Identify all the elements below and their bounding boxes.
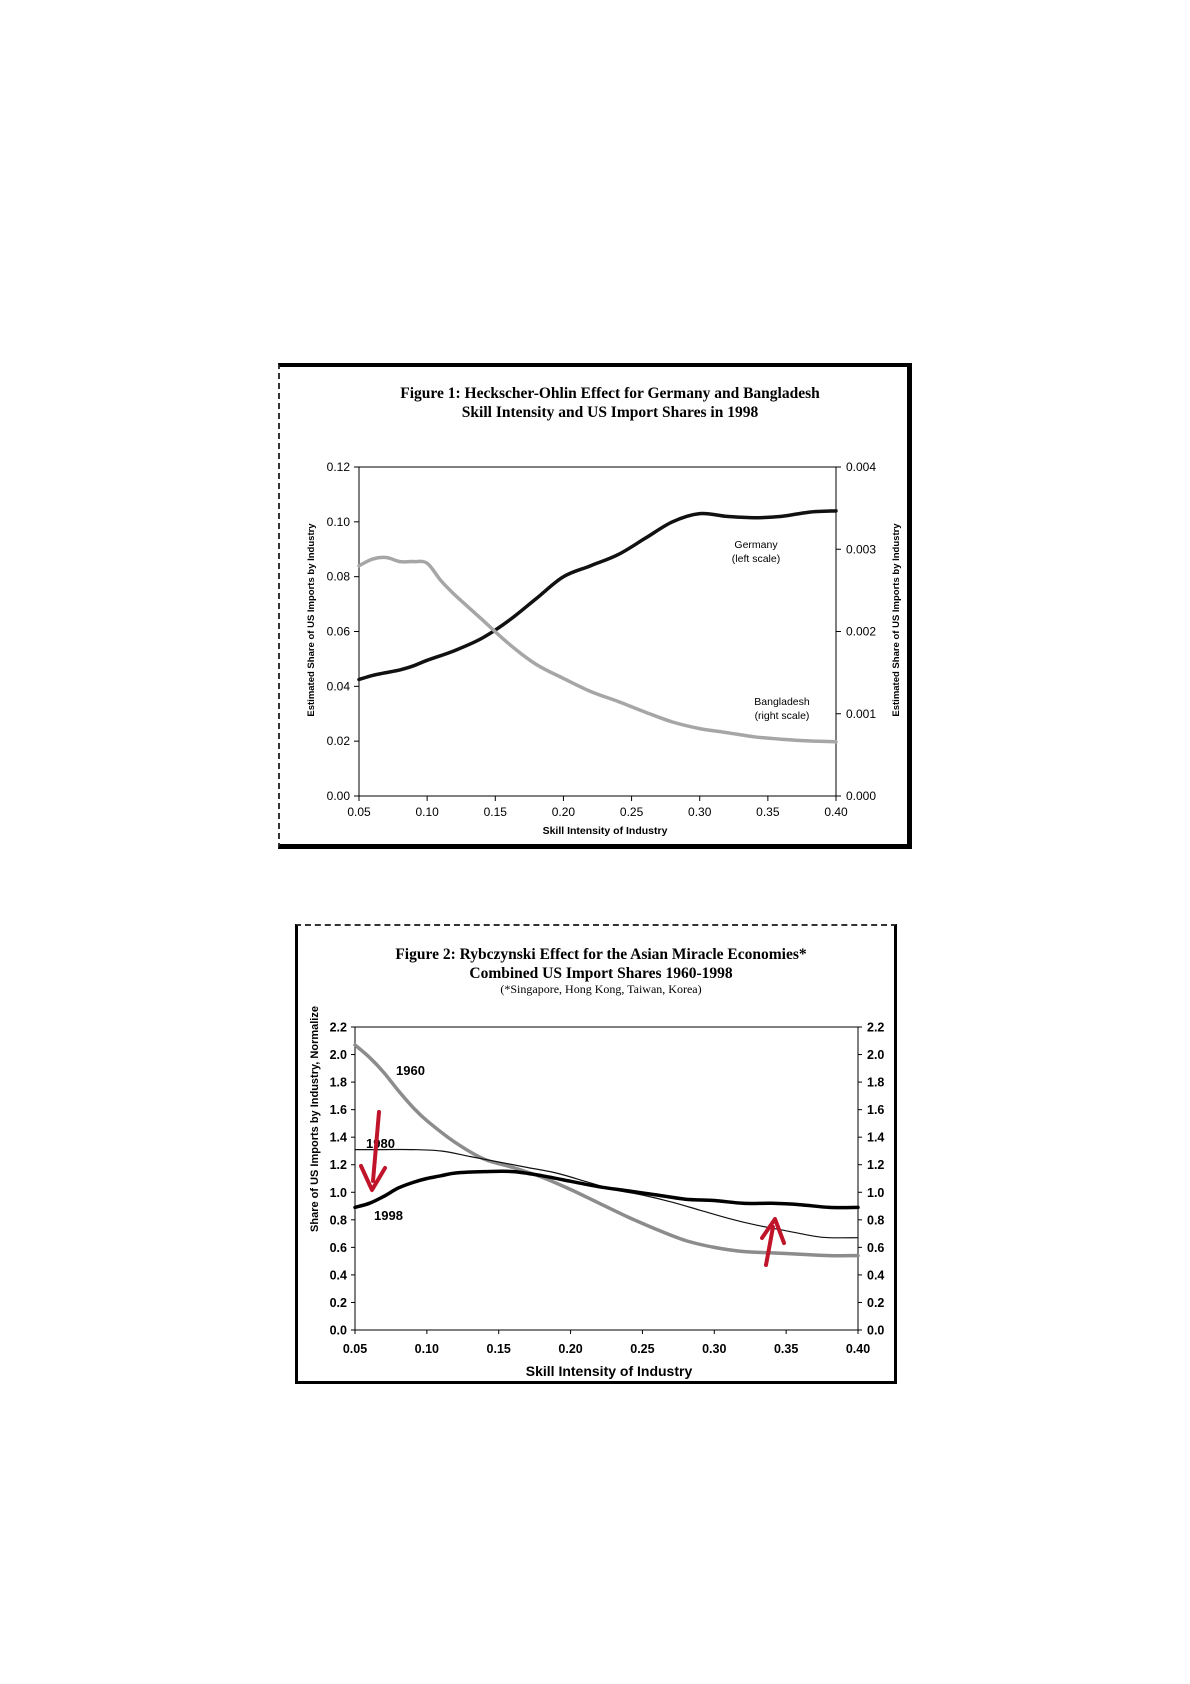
y-left-tick-label: 1.6 (330, 1103, 347, 1117)
y-left-tick-label: 0.06 (327, 625, 351, 639)
x-tick-label: 0.05 (343, 1342, 367, 1356)
y-right-tick-label: 0.003 (846, 542, 876, 556)
y-right-tick-label: 0.002 (846, 625, 876, 639)
y-left-tick-label: 2.2 (330, 1021, 347, 1035)
y-right-tick-label: 0.4 (867, 1268, 884, 1282)
x-tick-label: 0.25 (630, 1342, 654, 1356)
y-left-tick-label: 0.4 (330, 1268, 347, 1282)
y-left-tick-label: 0.12 (327, 460, 351, 474)
series-label-1960: 1960 (396, 1063, 425, 1078)
y-right-tick-label: 0.8 (867, 1213, 884, 1227)
y-left-tick-label: 0.8 (330, 1213, 347, 1227)
x-tick-label: 0.05 (347, 805, 371, 819)
x-tick-label: 0.40 (824, 805, 848, 819)
bangladesh-label-line-2: (right scale) (755, 710, 810, 722)
x-tick-label: 0.25 (620, 805, 644, 819)
y-left-tick-label: 1.0 (330, 1186, 347, 1200)
y-left-tick-label: 0.0 (330, 1324, 347, 1338)
germany-label-line-1: Germany (734, 539, 778, 551)
y-right-tick-label: 0.004 (846, 460, 876, 474)
y-right-tick-label: 0.6 (867, 1241, 884, 1255)
plot-area-frame (354, 1026, 859, 1331)
chart-title: Figure 1: Heckscher-Ohlin Effect for Ger… (400, 385, 820, 402)
y-left-tick-label: 1.8 (330, 1076, 347, 1090)
x-tick-label: 0.30 (702, 1342, 726, 1356)
y-right-tick-label: 2.0 (867, 1048, 884, 1062)
arrow-up-shaft (764, 1225, 775, 1267)
series-line-1980 (354, 1148, 859, 1239)
y-left-tick-label: 0.08 (327, 570, 351, 584)
series-line-germany (357, 509, 838, 682)
y-right-tick-label: 0.0 (867, 1324, 884, 1338)
x-tick-label: 0.15 (484, 805, 508, 819)
series-label-1998: 1998 (374, 1208, 403, 1223)
figure-1-chart: Figure 1: Heckscher-Ohlin Effect for Ger… (306, 385, 902, 837)
y-right-tick-label: 1.8 (867, 1076, 884, 1090)
chart-subtitle: Skill Intensity and US Import Shares in … (462, 404, 759, 421)
x-tick-label: 0.35 (756, 805, 780, 819)
series-line-bangladesh (357, 555, 838, 744)
y-axis-right-label: Estimated Share of US Imports by Industr… (891, 523, 902, 717)
chart-title: Figure 2: Rybczynski Effect for the Asia… (395, 946, 807, 963)
arrow-down-shaft (371, 1110, 381, 1183)
germany-label-line-2: (left scale) (732, 553, 780, 565)
y-left-tick-label: 0.10 (327, 515, 351, 529)
y-right-tick-label: 1.4 (867, 1131, 884, 1145)
chart-subtitle: Combined US Import Shares 1960-1998 (469, 965, 732, 982)
y-left-tick-label: 0.02 (327, 734, 351, 748)
y-right-tick-label: 1.6 (867, 1103, 884, 1117)
arrow-down-head (359, 1164, 387, 1192)
x-tick-label: 0.35 (774, 1342, 798, 1356)
y-right-tick-label: 1.0 (867, 1186, 884, 1200)
y-left-tick-label: 0.6 (330, 1241, 347, 1255)
y-axis-left-label: Estimated Share of US Imports by Industr… (306, 523, 317, 717)
x-tick-label: 0.30 (688, 805, 712, 819)
x-tick-label: 0.40 (846, 1342, 870, 1356)
y-axis-label: Share of US Imports by Industry, Normali… (309, 1006, 321, 1232)
x-axis-label: Skill Intensity of Industry (543, 825, 668, 837)
x-tick-label: 0.15 (487, 1342, 511, 1356)
series-label-1980: 1980 (366, 1136, 395, 1151)
y-left-tick-label: 0.04 (327, 679, 351, 693)
chart-note: (*Singapore, Hong Kong, Taiwan, Korea) (500, 982, 701, 996)
x-tick-label: 0.10 (415, 805, 439, 819)
y-left-tick-label: 1.2 (330, 1158, 347, 1172)
series-line-1998 (353, 1169, 860, 1210)
y-right-tick-label: 0.001 (846, 707, 876, 721)
y-left-tick-label: 0.2 (330, 1296, 347, 1310)
y-right-tick-label: 1.2 (867, 1158, 884, 1172)
bangladesh-label-line-1: Bangladesh (754, 696, 810, 708)
y-left-tick-label: 0.00 (327, 789, 351, 803)
y-left-tick-label: 1.4 (330, 1131, 347, 1145)
y-right-tick-label: 0.2 (867, 1296, 884, 1310)
figure-2-panel: Figure 2: Rybczynski Effect for the Asia… (295, 924, 897, 1384)
x-tick-label: 0.10 (415, 1342, 439, 1356)
y-right-tick-label: 0.000 (846, 789, 876, 803)
y-right-tick-label: 2.2 (867, 1021, 884, 1035)
x-tick-label: 0.20 (552, 805, 576, 819)
arrow-up-head (760, 1217, 786, 1245)
figure-2-chart: Figure 2: Rybczynski Effect for the Asia… (309, 946, 884, 1379)
x-tick-label: 0.20 (558, 1342, 582, 1356)
figure-1-panel: Figure 1: Heckscher-Ohlin Effect for Ger… (278, 363, 912, 849)
y-left-tick-label: 2.0 (330, 1048, 347, 1062)
series-line-1960 (353, 1043, 860, 1258)
x-axis-label: Skill Intensity of Industry (526, 1363, 693, 1379)
